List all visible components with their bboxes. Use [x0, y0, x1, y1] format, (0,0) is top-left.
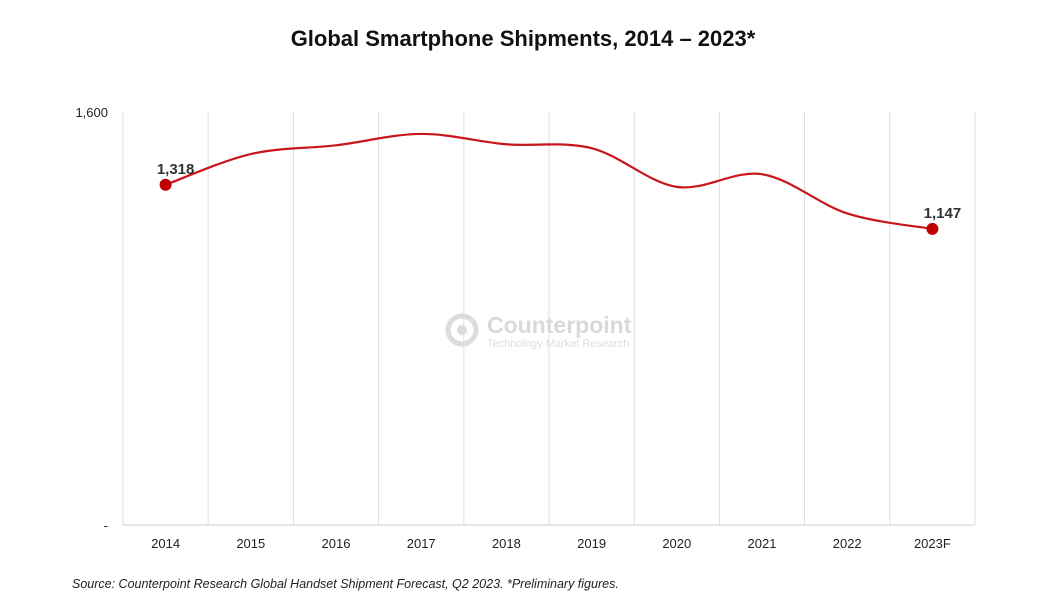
series-line-shipments: [165, 132, 933, 231]
watermark-name: Counterpoint: [487, 312, 632, 338]
x-tick-label: 2020: [662, 536, 691, 551]
counterpoint-watermark: Counterpoint Technology Market Research: [445, 312, 632, 350]
watermark-logo-icon: [445, 313, 479, 347]
x-tick-label: 2018: [492, 536, 521, 551]
x-tick-label: 2017: [407, 536, 436, 551]
chart-title: Global Smartphone Shipments, 2014 – 2023…: [290, 26, 756, 51]
label-layer: 1,318 1,147: [157, 161, 961, 235]
axes: 2014 2015 2016 2017 2018 2019 2020 2021 2022 2023…: [75, 105, 975, 551]
data-label: 1,147: [924, 205, 962, 222]
x-tick-label: 2021: [748, 536, 777, 551]
x-tick-label: 2014: [151, 536, 180, 551]
data-point-marker: [159, 178, 172, 191]
x-tick-label: 2015: [236, 536, 265, 551]
x-tick-label: 2019: [577, 536, 606, 551]
data-point-marker: [926, 222, 939, 235]
x-tick-label: 2023F: [914, 536, 951, 551]
x-tick-label: 2022: [833, 536, 862, 551]
watermark-logo-dot-icon: [457, 325, 467, 335]
series-layer: [165, 132, 933, 231]
data-label: 1,318: [157, 161, 195, 178]
watermark-subtitle: Technology Market Research: [487, 338, 629, 350]
y-tick-label: -: [104, 518, 108, 533]
x-tick-label: 2016: [322, 536, 351, 551]
source-note: Source: Counterpoint Research Global Han…: [72, 577, 619, 591]
y-tick-label: 1,600: [75, 105, 108, 120]
